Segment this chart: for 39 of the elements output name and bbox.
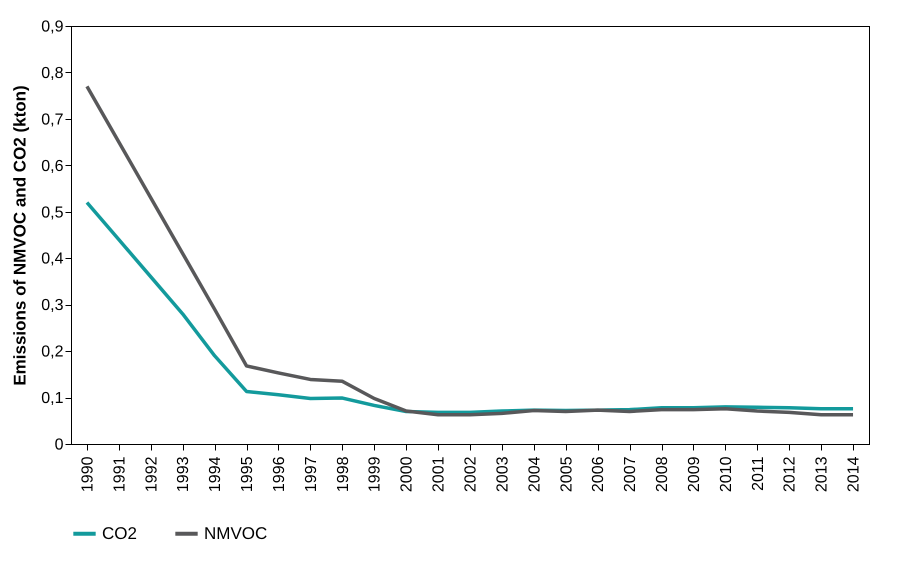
y-tick-label: 0 (54, 436, 64, 454)
x-tick-label: 2001 (430, 456, 448, 492)
line-series (85, 84, 855, 416)
x-tick-label: 1995 (239, 456, 256, 492)
x-tick-label: 2002 (462, 456, 480, 492)
x-tick-label: 2012 (782, 456, 799, 492)
y-tick-label: 0,5 (41, 204, 64, 222)
x-tick-label: 2010 (718, 456, 735, 492)
x-tick-label: 1999 (366, 456, 384, 492)
y-tick-label: 0,3 (41, 297, 64, 314)
y-tick-label: 0,7 (41, 111, 64, 128)
y-axis-title: Emissions of NMVOC and CO2 (kton) (10, 85, 30, 386)
legend-label: CO2 (102, 524, 137, 543)
x-tick-label: 1992 (143, 456, 160, 492)
x-tick-label: 2007 (622, 456, 640, 492)
y-tick-label: 0,4 (41, 250, 64, 268)
legend-label: NMVOC (204, 524, 268, 543)
y-tick-label: 0,1 (41, 390, 64, 408)
x-tick-label: 1998 (334, 456, 352, 492)
x-tick-label: 2011 (750, 456, 767, 491)
x-tick-label: 1997 (302, 456, 320, 492)
x-tick-label: 2006 (590, 456, 608, 492)
x-tick-label: 2003 (494, 456, 512, 492)
x-tick-label: 1990 (79, 456, 96, 492)
x-tick-label: 2005 (558, 456, 576, 492)
x-tick-label: 2009 (686, 456, 703, 492)
x-tick-label: 1996 (270, 456, 288, 492)
y-tick-label: 0,9 (41, 18, 64, 36)
x-tick-label: 2000 (398, 456, 416, 492)
x-tick-label: 2014 (846, 456, 863, 492)
y-tick-label: 0,6 (41, 158, 64, 175)
x-tick-label: 1991 (111, 456, 128, 492)
x-tick-label: 2013 (814, 456, 831, 492)
x-tick-label: 1994 (207, 456, 224, 492)
y-tick-label: 0,2 (41, 344, 64, 361)
x-tick-label: 2004 (526, 456, 544, 492)
x-tick-label: 1993 (175, 456, 192, 492)
x-tick-label: 2008 (654, 456, 672, 492)
y-tick-label: 0,8 (41, 64, 64, 82)
